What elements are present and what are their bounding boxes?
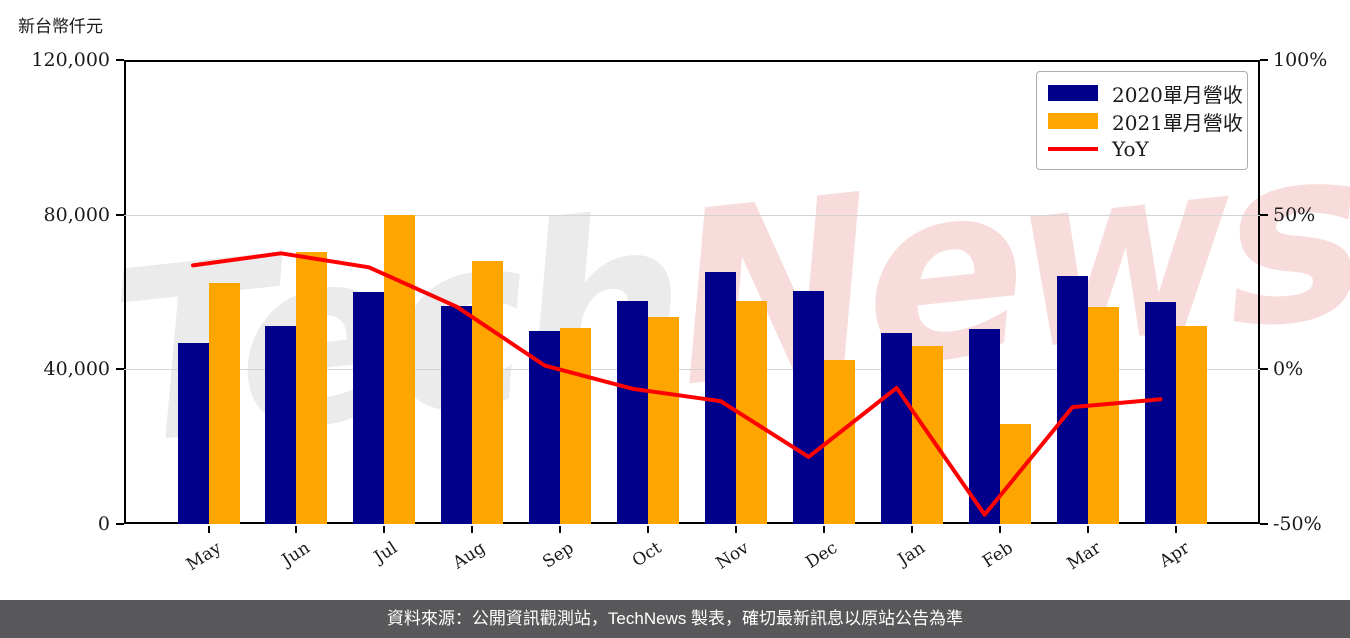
x-axis-tick-label: Jun (278, 538, 314, 571)
x-axis-tick (383, 526, 385, 533)
y-axis-tick (116, 368, 124, 370)
right-axis-tick-label: 100% (1273, 49, 1328, 71)
y-axis-tick (116, 523, 124, 525)
legend-item-YoY: YoY (1037, 135, 1247, 163)
legend-item-2021單月營收: 2021單月營收 (1037, 107, 1247, 135)
legend: 2020單月營收 2021單月營收 YoY (1036, 71, 1248, 170)
bar-2021單月營收-Jul (384, 215, 415, 524)
bar-2021單月營收-Aug (472, 261, 503, 524)
bar-2020單月營收-Nov (705, 272, 736, 524)
bar-2020單月營收-Feb (969, 329, 1000, 524)
bar-2021單月營收-Dec (824, 360, 855, 524)
x-axis-tick-label: Sep (538, 538, 578, 573)
right-axis-tick-label: 50% (1273, 204, 1316, 226)
bar-2020單月營收-Dec (793, 291, 824, 524)
y-axis-tick (116, 214, 124, 216)
x-axis-tick-label: Mar (1064, 538, 1105, 575)
x-axis-tick (208, 526, 210, 533)
x-axis-tick (911, 526, 913, 533)
x-axis-tick-label: Feb (979, 538, 1017, 573)
bar-2021單月營收-Jan (912, 346, 943, 524)
bar-2020單月營收-Jun (265, 326, 296, 524)
x-axis-tick-label: May (183, 538, 226, 576)
y-axis-tick-label: 40,000 (43, 358, 110, 380)
legend-label: 2021單月營收 (1112, 110, 1243, 135)
y-axis-tick-label: 80,000 (43, 204, 110, 226)
x-axis-tick (823, 526, 825, 533)
y-axis-tick-label: 0 (97, 513, 110, 535)
x-axis-tick (1087, 526, 1089, 533)
bar-2020單月營收-Jan (881, 333, 912, 524)
x-axis-tick-label: Jan (894, 538, 930, 570)
bar-2021單月營收-Feb (1000, 424, 1031, 524)
x-axis-tick-label: Dec (802, 538, 842, 573)
x-axis-tick-label: Nov (713, 538, 754, 574)
legend-color-swatch (1048, 85, 1098, 101)
x-axis-tick (471, 526, 473, 533)
bar-2020單月營收-Sep (529, 331, 560, 524)
bar-2020單月營收-May (178, 343, 209, 524)
x-axis-tick-label: Apr (1155, 538, 1193, 572)
x-axis-tick-label: Aug (449, 538, 490, 574)
right-axis-tick (1260, 214, 1268, 216)
plot-area (124, 60, 1260, 524)
bar-2021單月營收-Nov (736, 301, 767, 524)
right-axis-tick (1260, 523, 1268, 525)
x-axis-tick (735, 526, 737, 533)
x-axis-tick (1175, 526, 1177, 533)
bar-2020單月營收-Mar (1057, 276, 1088, 524)
x-axis-tick (647, 526, 649, 533)
right-axis-tick (1260, 368, 1268, 370)
legend-label: YoY (1112, 137, 1149, 161)
bar-2021單月營收-Jun (296, 252, 327, 524)
axis-unit-label: 新台幣仟元 (18, 17, 103, 37)
bar-2021單月營收-Mar (1088, 307, 1119, 524)
gridline (124, 215, 1260, 216)
legend-color-swatch (1048, 113, 1098, 129)
source-footer: 資料來源：公開資訊觀測站，TechNews 製表，確切最新訊息以原站公告為準 (0, 600, 1350, 638)
x-axis-tick (295, 526, 297, 533)
bar-2021單月營收-May (209, 283, 240, 524)
y-axis-tick (116, 59, 124, 61)
bar-2020單月營收-Apr (1145, 302, 1176, 524)
bar-2021單月營收-Apr (1176, 326, 1207, 524)
right-axis-tick (1260, 59, 1268, 61)
legend-label: 2020單月營收 (1112, 82, 1243, 107)
legend-line-swatch (1048, 147, 1098, 151)
right-axis-tick-label: -50% (1273, 513, 1322, 535)
x-axis-tick (999, 526, 1001, 533)
bar-2021單月營收-Sep (560, 328, 591, 524)
x-axis-tick-label: Jul (370, 538, 402, 568)
legend-item-2020單月營收: 2020單月營收 (1037, 79, 1247, 107)
bar-2020單月營收-Oct (617, 301, 648, 524)
right-axis-tick-label: 0% (1273, 358, 1304, 380)
x-axis-tick-label: Oct (628, 538, 666, 572)
bar-2021單月營收-Oct (648, 317, 679, 524)
y-axis-tick-label: 120,000 (31, 49, 110, 71)
bar-2020單月營收-Jul (353, 292, 384, 524)
bar-2020單月營收-Aug (441, 306, 472, 524)
x-axis-tick (559, 526, 561, 533)
